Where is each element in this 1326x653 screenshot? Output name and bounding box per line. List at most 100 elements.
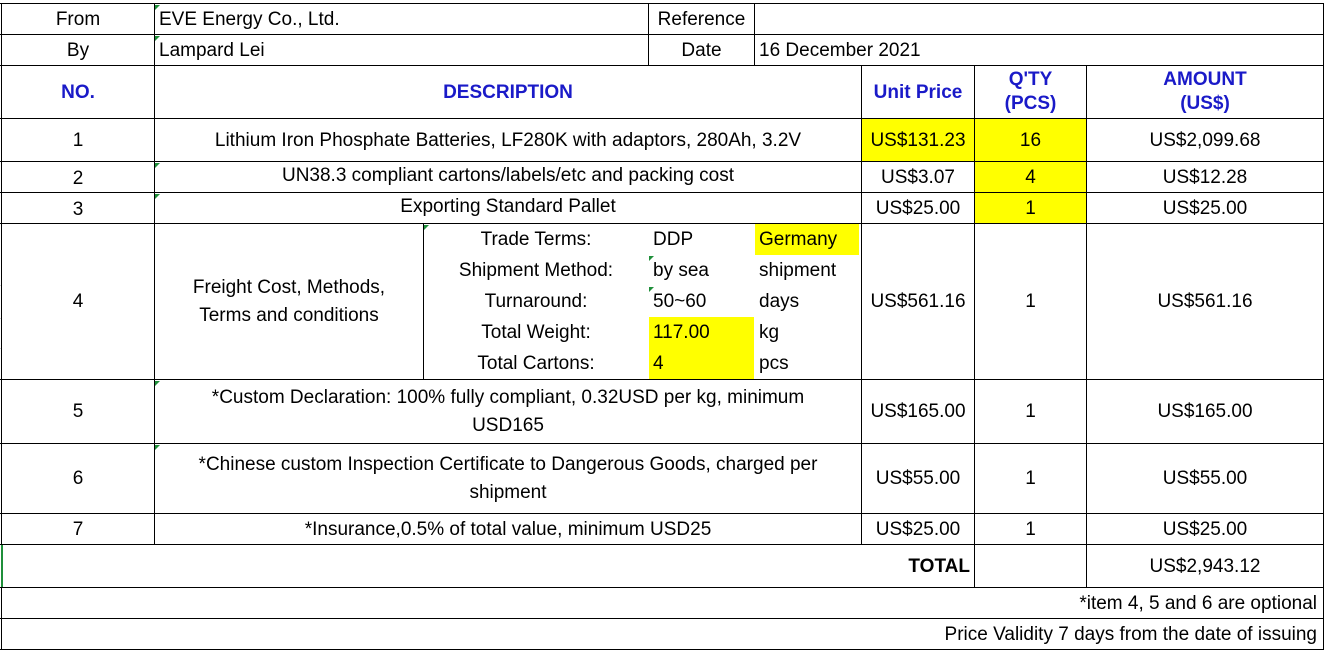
highlight-qty-2 <box>975 161 1086 192</box>
border-line <box>0 618 1324 619</box>
border-line <box>0 118 1324 119</box>
item-description: *Chinese custom Inspection Certificate t… <box>155 444 861 513</box>
highlight-total-weight <box>649 317 754 348</box>
item-no: 5 <box>72 401 84 422</box>
border-line <box>0 34 1324 35</box>
cell-note-marker <box>155 36 160 41</box>
item-qty: 1 <box>1025 197 1036 219</box>
item-description-line2: Terms and conditions <box>199 304 379 326</box>
item-description-line1: *Custom Declaration: 100% fully complian… <box>211 386 805 408</box>
column-header-amount-line1: AMOUNT <box>1163 69 1247 90</box>
item-description-line2: shipment <box>469 481 547 503</box>
item-description: *Insurance,0.5% of total value, minimum … <box>304 518 712 540</box>
cell-note-marker <box>155 194 160 199</box>
item-description-line1: Freight Cost, Methods, <box>192 276 386 298</box>
item-amount: US$165.00 <box>1157 401 1253 422</box>
freight-turnaround-unit: days <box>759 291 800 312</box>
border-line <box>0 544 1324 545</box>
item-unit-price: US$131.23 <box>870 129 966 151</box>
date-value: 16 December 2021 <box>759 39 921 61</box>
freight-total-weight-label: Total Weight: <box>481 322 591 343</box>
freight-turnaround-label: Turnaround: <box>484 291 588 312</box>
border-line <box>154 3 155 544</box>
freight-shipment-method-label: Shipment Method: <box>458 260 614 281</box>
freight-trade-terms-label: Trade Terms: <box>480 229 592 250</box>
cell-note-marker <box>155 381 160 386</box>
item-description: UN38.3 compliant cartons/labels/etc and … <box>281 164 735 186</box>
optional-items-note: *item 4, 5 and 6 are optional <box>1079 592 1317 614</box>
highlight-qty-1 <box>975 119 1086 161</box>
item-qty: 1 <box>1025 401 1036 422</box>
freight-shipment-method-value: by sea <box>653 260 709 281</box>
item-unit-price: US$55.00 <box>875 468 961 489</box>
freight-total-weight-value: 117.00 <box>653 322 710 343</box>
border-line <box>1 3 2 650</box>
item-unit-price: US$3.07 <box>881 166 955 188</box>
cell-note-marker <box>155 445 160 450</box>
freight-total-weight-unit: kg <box>759 322 780 343</box>
item-qty: 1 <box>1025 291 1036 312</box>
freight-total-cartons-unit: pcs <box>759 353 789 374</box>
item-amount: US$2,099.68 <box>1149 129 1261 151</box>
reference-value <box>755 4 1323 34</box>
freight-trade-terms-destination: Germany <box>759 229 838 250</box>
border-line <box>754 3 755 65</box>
border-line <box>648 3 649 65</box>
column-header-unit-price: Unit Price <box>873 81 963 103</box>
item-description: Exporting Standard Pallet <box>400 195 616 217</box>
highlight-destination <box>755 224 859 255</box>
item-qty: 1 <box>1025 518 1036 540</box>
cell-note-marker <box>649 287 654 292</box>
total-label: TOTAL <box>908 555 970 577</box>
border-line <box>0 587 1324 588</box>
item-unit-price: US$25.00 <box>875 518 961 540</box>
by-value: Lampard Lei <box>159 39 265 61</box>
from-value: EVE Energy Co., Ltd. <box>159 8 340 30</box>
column-header-amount: AMOUNT (US$) <box>1087 66 1323 118</box>
border-line <box>974 65 975 587</box>
total-amount: US$2,943.12 <box>1149 555 1261 577</box>
border-line <box>0 3 1324 4</box>
freight-turnaround-value: 50~60 <box>653 291 707 312</box>
cell-note-marker <box>155 5 160 10</box>
reference-label: Reference <box>657 8 746 30</box>
selection-marker <box>1 545 3 587</box>
item-no: 2 <box>72 167 84 189</box>
price-validity-note: Price Validity 7 days from the date of i… <box>944 623 1317 645</box>
border-line <box>0 192 1324 193</box>
item-no: 3 <box>72 198 84 220</box>
border-line <box>0 161 1324 162</box>
item-unit-price: US$25.00 <box>875 197 961 219</box>
item-no: 4 <box>72 291 84 312</box>
column-header-qty-line2: (PCS) <box>1004 93 1057 114</box>
by-label: By <box>66 39 90 61</box>
item-no: 7 <box>72 518 84 540</box>
item-amount: US$561.16 <box>1157 291 1253 312</box>
item-amount: US$12.28 <box>1162 166 1248 188</box>
item-description: Lithium Iron Phosphate Batteries, LF280K… <box>214 129 802 151</box>
column-header-qty: Q'TY (PCS) <box>975 66 1086 118</box>
column-header-qty-line1: Q'TY <box>1008 69 1053 90</box>
freight-shipment-method-extra: shipment <box>759 260 837 281</box>
column-header-no: NO. <box>61 81 95 103</box>
item-no: 1 <box>72 129 84 151</box>
border-line <box>0 223 1324 224</box>
column-header-amount-line2: (US$) <box>1180 93 1230 114</box>
item-amount: US$25.00 <box>1162 197 1248 219</box>
border-line <box>0 513 1324 514</box>
border-line <box>423 223 424 379</box>
item-amount: US$25.00 <box>1162 518 1248 540</box>
item-description-line1: *Chinese custom Inspection Certificate t… <box>198 453 818 475</box>
border-line <box>0 443 1324 444</box>
item-unit-price: US$561.16 <box>870 291 966 312</box>
item-description-line2: USD165 <box>472 414 544 436</box>
highlight-qty-3 <box>975 192 1086 223</box>
border-line <box>0 649 1324 650</box>
item-description: Freight Cost, Methods, Terms and conditi… <box>155 224 423 379</box>
item-amount: US$55.00 <box>1162 468 1248 489</box>
cell-note-marker <box>155 163 160 168</box>
item-qty: 1 <box>1025 468 1036 489</box>
item-no: 6 <box>72 468 84 489</box>
item-qty: 4 <box>1025 166 1036 188</box>
